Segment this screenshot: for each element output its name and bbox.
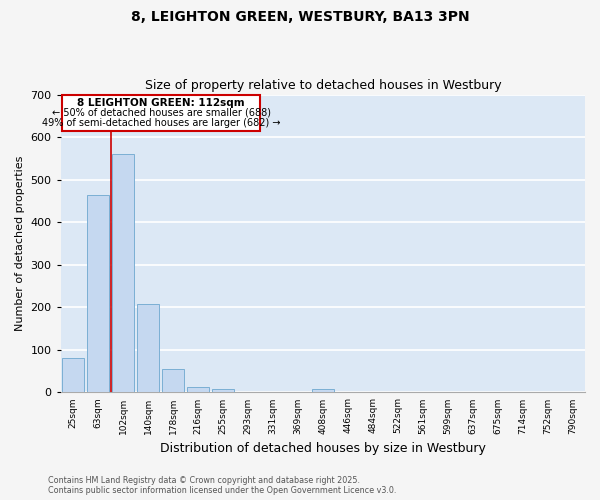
Text: ← 50% of detached houses are smaller (688): ← 50% of detached houses are smaller (68… [52,108,271,118]
Bar [112,154,134,392]
Bar [162,369,184,392]
Text: 8, LEIGHTON GREEN, WESTBURY, BA13 3PN: 8, LEIGHTON GREEN, WESTBURY, BA13 3PN [131,10,469,24]
Text: Contains HM Land Registry data © Crown copyright and database right 2025.
Contai: Contains HM Land Registry data © Crown c… [48,476,397,495]
Bar [87,194,109,392]
Bar [187,387,209,392]
X-axis label: Distribution of detached houses by size in Westbury: Distribution of detached houses by size … [160,442,486,455]
Bar [212,390,234,392]
Title: Size of property relative to detached houses in Westbury: Size of property relative to detached ho… [145,79,501,92]
Y-axis label: Number of detached properties: Number of detached properties [15,156,25,331]
Bar [311,390,334,392]
Text: 8 LEIGHTON GREEN: 112sqm: 8 LEIGHTON GREEN: 112sqm [77,98,245,108]
Text: 49% of semi-detached houses are larger (682) →: 49% of semi-detached houses are larger (… [42,118,280,128]
Bar [62,358,85,392]
FancyBboxPatch shape [62,94,260,130]
Bar [137,304,160,392]
